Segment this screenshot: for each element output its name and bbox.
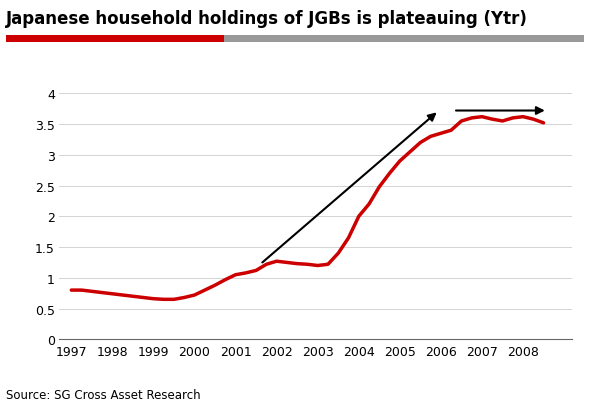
Text: Japanese household holdings of JGBs is plateauing (Ytr): Japanese household holdings of JGBs is p… xyxy=(6,10,528,28)
Text: Source: SG Cross Asset Research: Source: SG Cross Asset Research xyxy=(6,388,201,401)
